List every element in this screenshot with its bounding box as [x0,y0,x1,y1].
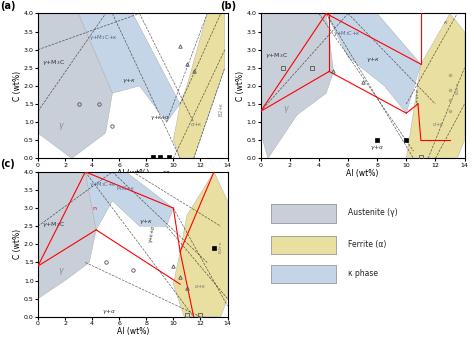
Text: $\gamma$: $\gamma$ [283,104,290,115]
Text: B2+$\kappa$: B2+$\kappa$ [217,101,225,117]
Y-axis label: C (wt%): C (wt%) [13,71,22,101]
X-axis label: Al (wt%): Al (wt%) [117,169,149,178]
Text: (b): (b) [220,1,236,10]
Text: B2+$\kappa$: B2+$\kappa$ [454,81,461,95]
Polygon shape [38,172,96,299]
Text: Austenite (γ): Austenite (γ) [348,208,398,217]
Text: $\gamma$: $\gamma$ [58,121,65,131]
Text: 10: 10 [163,171,171,176]
Text: $\gamma$+M$_3$C: $\gamma$+M$_3$C [42,58,65,67]
Polygon shape [38,13,112,158]
Text: $\gamma$: $\gamma$ [58,266,65,277]
Text: (c): (c) [0,159,15,169]
Text: $\gamma$+M$_3$C: $\gamma$+M$_3$C [265,51,288,60]
Text: n: n [92,206,96,211]
Polygon shape [79,13,180,122]
Polygon shape [173,13,225,158]
Bar [271,204,336,223]
Text: (a): (a) [0,1,16,10]
Text: $\alpha$+$\kappa$: $\alpha$+$\kappa$ [432,120,445,128]
Text: $\gamma$+$\alpha$: $\gamma$+$\alpha$ [101,307,116,316]
Bar [271,236,336,254]
Polygon shape [261,13,334,158]
Text: $\gamma$+$\kappa$: $\gamma$+$\kappa$ [122,76,137,85]
Text: $\alpha$+$\kappa$: $\alpha$+$\kappa$ [194,282,206,290]
Text: κ phase: κ phase [348,269,378,278]
Bar [271,265,336,283]
Text: $\gamma$+$\kappa$+$\alpha$: $\gamma$+$\kappa$+$\alpha$ [150,113,171,122]
Text: Ferrite (α): Ferrite (α) [348,240,387,249]
Text: M$_3$C+$\kappa$: M$_3$C+$\kappa$ [117,184,136,193]
Polygon shape [85,172,173,230]
X-axis label: Al (wt%): Al (wt%) [346,169,379,178]
Text: $\gamma$+M$_3$C+$\kappa$: $\gamma$+M$_3$C+$\kappa$ [334,29,361,38]
Text: $\gamma$+$\kappa$: $\gamma$+$\kappa$ [139,217,154,225]
Text: $\gamma$+$\alpha$: $\gamma$+$\alpha$ [370,143,384,152]
Text: $\gamma$+M$_3$C+$\kappa$: $\gamma$+M$_3$C+$\kappa$ [90,180,117,189]
Text: $\gamma$+M$_3$C: $\gamma$+M$_3$C [42,220,65,229]
Text: $\alpha$+$\kappa$: $\alpha$+$\kappa$ [190,120,202,128]
X-axis label: Al (wt%): Al (wt%) [117,327,149,336]
Y-axis label: C (wt%): C (wt%) [236,71,245,101]
Text: B2+$\kappa$: B2+$\kappa$ [217,240,224,253]
Polygon shape [326,13,421,113]
Text: $\gamma$+M$_3$C+$\kappa$: $\gamma$+M$_3$C+$\kappa$ [90,33,118,42]
Text: $\gamma$+$\kappa$+$\alpha$: $\gamma$+$\kappa$+$\alpha$ [413,88,421,105]
Text: $\gamma$+$\kappa$: $\gamma$+$\kappa$ [365,55,380,64]
Polygon shape [406,13,465,158]
Y-axis label: C (wt%): C (wt%) [13,229,22,259]
Polygon shape [173,172,228,317]
Text: $\gamma$+$\kappa$+$\alpha$: $\gamma$+$\kappa$+$\alpha$ [146,223,158,244]
Text: $\kappa$: $\kappa$ [443,19,448,26]
